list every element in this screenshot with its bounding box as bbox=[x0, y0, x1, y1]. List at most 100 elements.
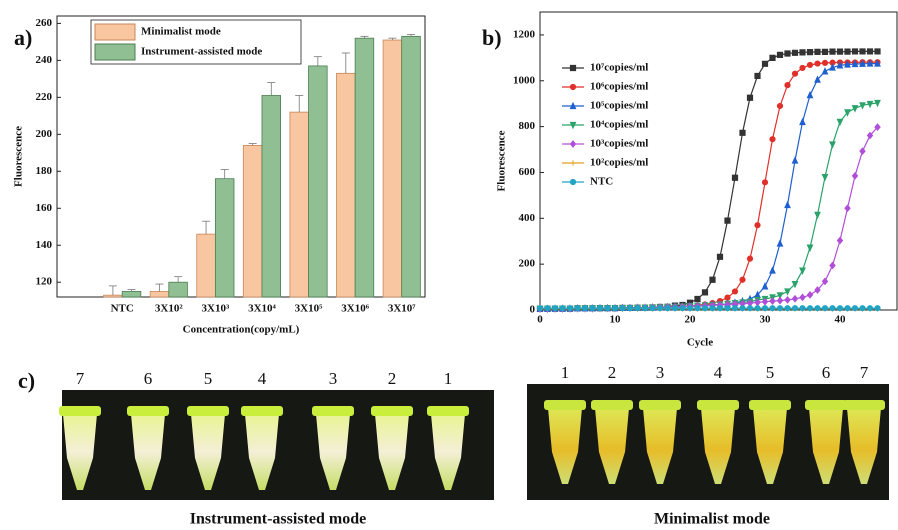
marker bbox=[859, 305, 866, 312]
marker bbox=[776, 292, 784, 300]
x-tick-label: 0 bbox=[537, 314, 543, 326]
marker bbox=[829, 63, 836, 71]
photo-caption: Minimalist mode bbox=[654, 511, 770, 528]
bar bbox=[401, 35, 421, 298]
series-markers bbox=[536, 99, 881, 314]
x-tick-label: 3X10² bbox=[155, 303, 183, 315]
y-tick-label: 200 bbox=[36, 128, 53, 140]
marker bbox=[784, 296, 791, 304]
bar bbox=[382, 39, 403, 298]
marker bbox=[626, 305, 634, 312]
legend-marker bbox=[570, 160, 576, 166]
legend-swatch bbox=[94, 43, 136, 61]
panel-label: b) bbox=[482, 25, 502, 50]
x-tick-label: 30 bbox=[760, 314, 772, 326]
error-bar bbox=[360, 35, 369, 39]
marker bbox=[859, 147, 866, 156]
tube-number: 4 bbox=[258, 369, 267, 388]
tube bbox=[245, 414, 279, 490]
marker bbox=[791, 305, 799, 312]
marker bbox=[769, 305, 776, 312]
legend-label: 10²copies/ml bbox=[590, 157, 648, 169]
tube-cap bbox=[843, 400, 885, 410]
legend-marker bbox=[569, 178, 577, 186]
marker bbox=[791, 49, 799, 56]
marker bbox=[641, 305, 649, 312]
error-bar bbox=[388, 37, 397, 41]
marker bbox=[851, 59, 859, 68]
panel-label: c) bbox=[18, 368, 35, 393]
marker bbox=[814, 75, 821, 83]
tube bbox=[191, 414, 225, 490]
bar bbox=[354, 37, 375, 298]
tube bbox=[595, 408, 629, 484]
bar bbox=[121, 291, 142, 298]
marker bbox=[784, 288, 791, 296]
marker bbox=[806, 244, 814, 252]
marker bbox=[739, 305, 746, 312]
marker bbox=[806, 61, 814, 68]
legend-label: 10⁴copies/ml bbox=[590, 119, 648, 131]
y-tick-label: 600 bbox=[519, 166, 536, 178]
x-tick-label: 3X10⁴ bbox=[248, 303, 276, 315]
marker bbox=[544, 305, 551, 312]
marker bbox=[776, 51, 784, 58]
marker bbox=[701, 305, 709, 312]
marker bbox=[761, 305, 769, 312]
series-markers bbox=[536, 48, 881, 312]
y-tick-label: 120 bbox=[36, 276, 53, 288]
marker bbox=[776, 239, 784, 247]
marker bbox=[724, 294, 731, 301]
marker bbox=[754, 72, 761, 80]
error-bar bbox=[295, 95, 304, 113]
x-axis-label: Concentration(copy/mL) bbox=[183, 324, 300, 336]
marker bbox=[739, 129, 746, 136]
error-bar bbox=[174, 276, 183, 283]
x-tick-label: 3X10³ bbox=[202, 303, 230, 315]
marker bbox=[821, 173, 829, 182]
y-tick-label: 140 bbox=[36, 239, 53, 251]
tube-cap bbox=[371, 406, 413, 416]
marker bbox=[769, 136, 776, 143]
marker bbox=[709, 305, 716, 312]
marker bbox=[836, 48, 844, 55]
marker bbox=[866, 131, 874, 140]
y-tick-label: 800 bbox=[519, 120, 536, 132]
marker bbox=[844, 109, 851, 117]
legend-marker bbox=[569, 83, 577, 91]
tube-number: 7 bbox=[76, 369, 85, 388]
legend-marker bbox=[569, 101, 577, 110]
tube-cap bbox=[59, 406, 101, 416]
marker bbox=[874, 305, 881, 312]
marker bbox=[536, 305, 544, 312]
error-bar bbox=[407, 34, 416, 37]
tube-cap bbox=[427, 406, 469, 416]
marker bbox=[671, 305, 679, 312]
tube-number: 2 bbox=[608, 363, 617, 382]
marker bbox=[724, 217, 731, 224]
marker bbox=[791, 70, 799, 77]
marker bbox=[791, 156, 799, 164]
tube bbox=[753, 408, 787, 484]
marker bbox=[604, 305, 611, 312]
marker bbox=[791, 294, 799, 303]
marker bbox=[769, 54, 776, 61]
marker bbox=[866, 305, 874, 312]
marker bbox=[851, 305, 859, 312]
marker bbox=[784, 305, 791, 312]
marker bbox=[686, 305, 694, 312]
error-bar bbox=[267, 82, 276, 96]
marker bbox=[851, 48, 859, 55]
marker bbox=[829, 305, 836, 312]
bar bbox=[149, 291, 170, 298]
tube bbox=[431, 414, 465, 490]
marker bbox=[829, 59, 836, 66]
x-tick-label: 40 bbox=[835, 314, 847, 326]
marker bbox=[874, 99, 881, 108]
tube-number: 5 bbox=[204, 369, 213, 388]
marker bbox=[814, 48, 821, 55]
tube-number: 4 bbox=[714, 363, 723, 382]
tube bbox=[643, 408, 677, 484]
tube-cap bbox=[749, 400, 791, 410]
